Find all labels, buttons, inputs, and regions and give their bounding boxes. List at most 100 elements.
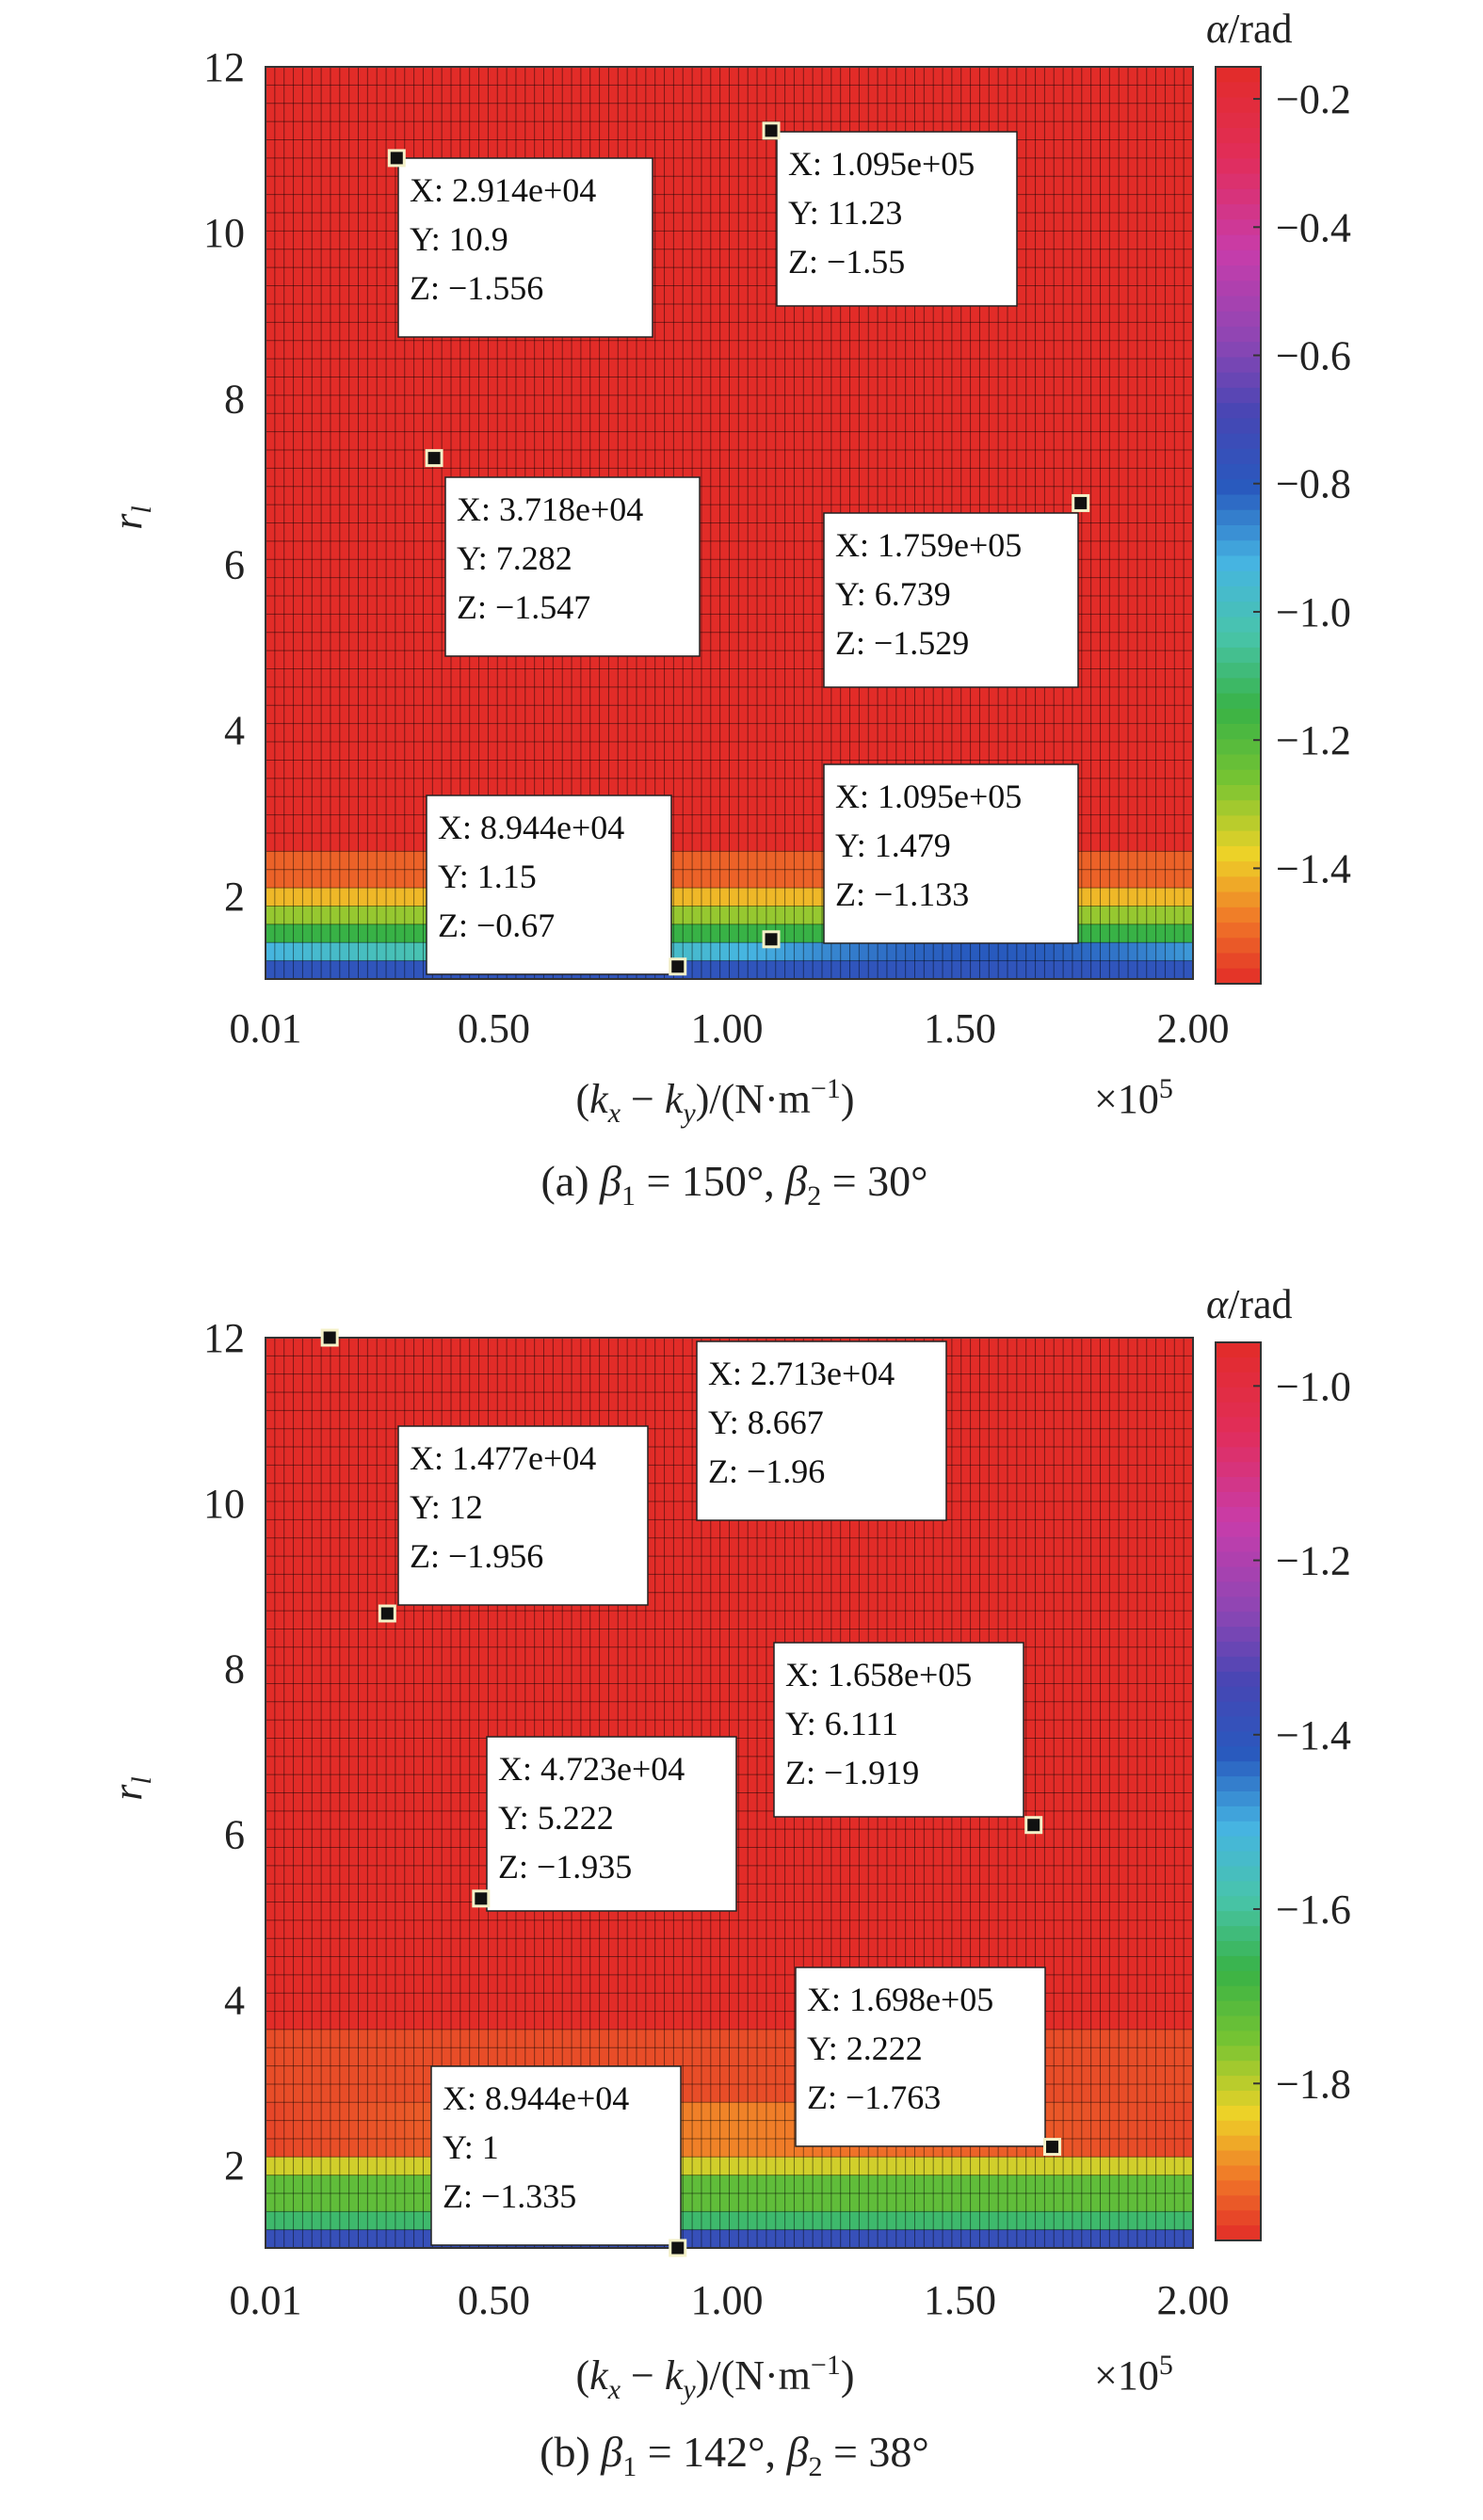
heatmap-cell xyxy=(895,2138,907,2158)
heatmap-cell xyxy=(283,2192,295,2212)
heatmap-cell xyxy=(377,2029,387,2048)
heatmap-cell xyxy=(784,2120,795,2140)
heatmap-cell xyxy=(1072,2029,1083,2048)
datatip-marker[interactable] xyxy=(669,957,687,976)
heatmap-cell xyxy=(339,2138,350,2158)
datatip[interactable]: X: 1.658e+05 Y: 6.111 Z: −1.919 xyxy=(773,1642,1043,1835)
datatip[interactable]: X: 2.713e+04 Y: 8.667 Z: −1.96 xyxy=(378,1340,947,1623)
heatmap-cell xyxy=(1063,2138,1073,2158)
datatip[interactable]: X: 2.914e+04 Y: 10.9 Z: −1.556 xyxy=(387,149,653,338)
heatmap-cell xyxy=(553,2047,563,2067)
heatmap-cell xyxy=(738,2083,749,2103)
datatip[interactable]: X: 8.944e+04 Y: 1 Z: −1.335 xyxy=(430,2065,687,2257)
heatmap-cell xyxy=(943,942,953,962)
datatip-marker[interactable] xyxy=(320,1328,339,1347)
heatmap-cell xyxy=(386,2029,396,2048)
heatmap-cell xyxy=(766,2083,777,2103)
heatmap-cell xyxy=(1119,2047,1129,2067)
heatmap-cell xyxy=(293,2192,303,2212)
datatip-marker[interactable] xyxy=(472,1889,491,1908)
heatmap-cell xyxy=(413,888,424,907)
heatmap-cell xyxy=(1072,2083,1083,2103)
heatmap-cell xyxy=(283,2029,295,2048)
heatmap-cell xyxy=(1174,2157,1185,2176)
heatmap-cell xyxy=(266,2065,276,2085)
datatip[interactable]: X: 1.095e+05 Y: 1.479 Z: −1.133 xyxy=(762,763,1079,949)
colorbar-tick-label: −1.6 xyxy=(1276,1886,1351,1933)
heatmap-cell xyxy=(970,2138,980,2158)
heatmap-cell xyxy=(1063,2192,1073,2212)
heatmap-cell xyxy=(998,2192,1008,2212)
heatmap-cell xyxy=(1081,888,1092,907)
datatip-marker[interactable] xyxy=(669,2239,687,2257)
heatmap-row xyxy=(266,742,1193,761)
heatmap-cell xyxy=(951,2192,962,2212)
heatmap-cell xyxy=(404,960,415,980)
heatmap-cell xyxy=(813,2211,823,2231)
heatmap-cell xyxy=(367,888,378,907)
heatmap-cell xyxy=(775,960,786,980)
heatmap-cell xyxy=(312,2029,322,2048)
datatip-marker[interactable] xyxy=(1024,1816,1043,1835)
y-tick-label: 8 xyxy=(224,1646,245,1693)
heatmap-cell xyxy=(1184,2192,1194,2212)
datatip-box xyxy=(823,512,1079,688)
x-axis-label: (kx − ky)/(N·m−1) xyxy=(576,2350,855,2405)
heatmap-cell xyxy=(488,2029,498,2048)
datatip[interactable]: X: 1.698e+05 Y: 2.222 Z: −1.763 xyxy=(795,1966,1062,2157)
heatmap-cell xyxy=(459,2047,471,2067)
heatmap-cell xyxy=(413,2192,424,2212)
heatmap-cell xyxy=(794,906,804,925)
heatmap-cell xyxy=(738,851,749,871)
datatip-marker[interactable] xyxy=(378,1604,396,1623)
heatmap-cell xyxy=(1044,2229,1055,2249)
heatmap-cell xyxy=(339,2175,350,2194)
datatip[interactable]: X: 8.944e+04 Y: 1.15 Z: −0.67 xyxy=(426,795,687,976)
heatmap-cell xyxy=(302,2138,313,2158)
heatmap-cell xyxy=(886,942,897,962)
heatmap-cell xyxy=(757,2157,767,2176)
datatip-marker[interactable] xyxy=(425,449,443,468)
datatip-marker[interactable] xyxy=(1043,2138,1062,2157)
plot-frame xyxy=(265,1337,1194,2249)
heatmap-cell xyxy=(1007,2138,1018,2158)
heatmap-cell xyxy=(757,869,767,889)
heatmap-cell xyxy=(1090,851,1101,871)
heatmap-row xyxy=(266,705,1193,725)
datatip-marker[interactable] xyxy=(762,121,781,140)
datatip[interactable]: X: 1.759e+05 Y: 6.739 Z: −1.529 xyxy=(823,493,1090,688)
heatmap-cell xyxy=(1119,2229,1129,2249)
heatmap-cell xyxy=(404,888,415,907)
datatip-marker[interactable] xyxy=(762,930,781,949)
heatmap-cell xyxy=(757,906,767,925)
heatmap-cell xyxy=(840,942,851,962)
heatmap-cell xyxy=(266,2175,276,2194)
datatip[interactable]: X: 4.723e+04 Y: 5.222 Z: −1.935 xyxy=(472,1736,737,1912)
datatip-line: Y: 7.282 xyxy=(457,539,572,577)
heatmap-cell xyxy=(692,851,702,871)
heatmap-cell xyxy=(1063,2083,1073,2103)
colorbar-tick-label: −1.4 xyxy=(1276,845,1351,891)
heatmap-cell xyxy=(1184,923,1194,943)
colorbar-frame xyxy=(1215,66,1262,985)
heatmap-cell xyxy=(1119,2211,1129,2231)
heatmap-cell xyxy=(775,2120,786,2140)
heatmap-cell xyxy=(1054,2211,1064,2231)
datatip[interactable]: X: 1.477e+04 Y: 12 Z: −1.956 xyxy=(320,1328,649,1606)
heatmap-cell xyxy=(589,2029,601,2048)
datatip-marker[interactable] xyxy=(387,149,406,168)
heatmap-cell xyxy=(507,2047,517,2067)
heatmap-cell xyxy=(293,906,303,925)
datatip-box xyxy=(773,1642,1024,1818)
heatmap-cell xyxy=(534,2047,544,2067)
heatmap-cell xyxy=(757,923,767,943)
heatmap-cell xyxy=(1184,906,1194,925)
x-tick-label: 0.01 xyxy=(230,1005,302,1051)
datatip[interactable]: X: 1.095e+05 Y: 11.23 Z: −1.55 xyxy=(762,121,1018,307)
colorbar-band xyxy=(1216,1701,1261,1717)
heatmap-cell xyxy=(943,2157,953,2176)
datatip-marker[interactable] xyxy=(1072,493,1090,512)
heatmap-cell xyxy=(1081,923,1092,943)
heatmap-cell xyxy=(348,2029,359,2048)
datatip[interactable]: X: 3.718e+04 Y: 7.282 Z: −1.547 xyxy=(425,449,701,657)
